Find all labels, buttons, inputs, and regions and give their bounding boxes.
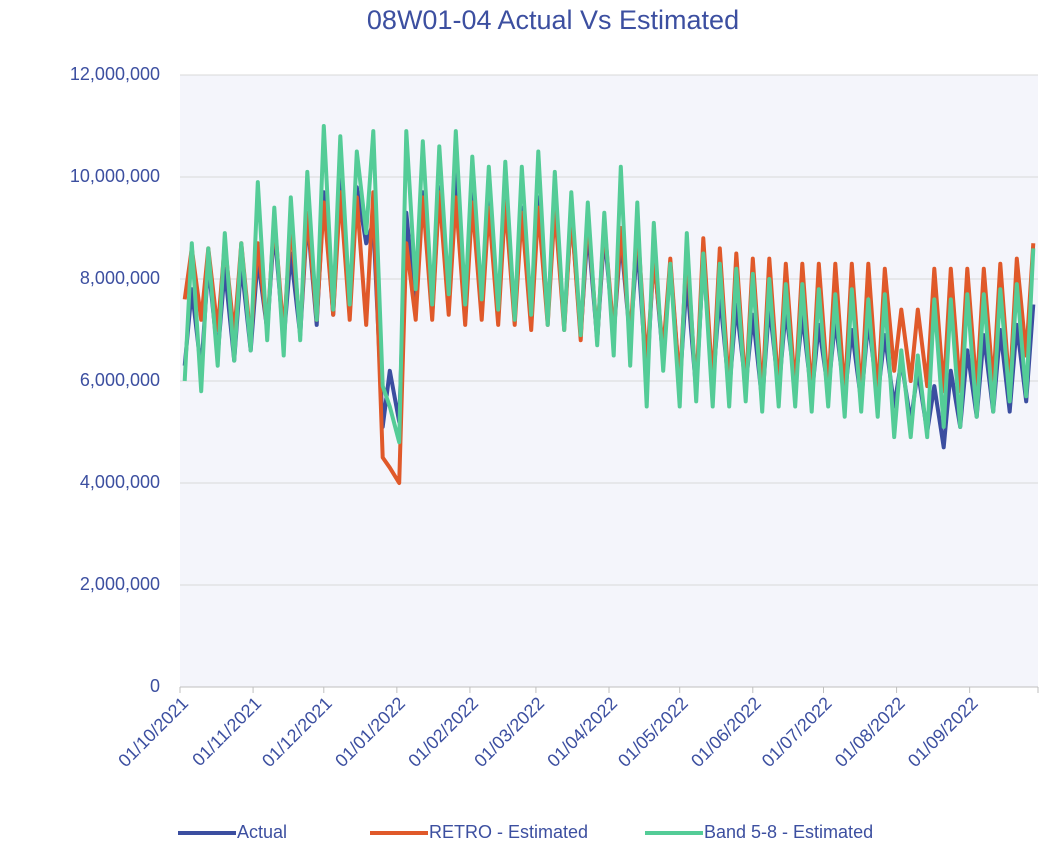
- data-line: [182, 124, 1036, 445]
- x-tick-label: 01/11/2021: [188, 693, 265, 770]
- y-tick-label: 8,000,000: [80, 268, 160, 288]
- x-tick-label: 01/08/2022: [831, 693, 909, 771]
- y-tick-label: 4,000,000: [80, 472, 160, 492]
- legend-label: RETRO - Estimated: [429, 822, 588, 842]
- x-tick-label: 01/02/2022: [404, 693, 482, 771]
- x-tick-label: 01/01/2022: [331, 693, 409, 771]
- chart-title: 08W01-04 Actual Vs Estimated: [367, 5, 739, 35]
- legend-label: Band 5-8 - Estimated: [704, 822, 873, 842]
- y-tick-label: 6,000,000: [80, 370, 160, 390]
- y-tick-label: 0: [150, 676, 160, 696]
- x-tick-label: 01/09/2022: [904, 693, 982, 771]
- x-tick-label: 01/12/2021: [258, 693, 336, 771]
- x-tick-label: 01/03/2022: [470, 693, 548, 771]
- x-tick-label: 01/10/2021: [114, 693, 192, 771]
- x-tick-label: 01/06/2022: [687, 693, 765, 771]
- x-tick-label: 01/04/2022: [543, 693, 621, 771]
- legend-label: Actual: [237, 822, 287, 842]
- x-tick-label: 01/07/2022: [758, 693, 836, 771]
- x-tick-label: 01/05/2022: [614, 693, 692, 771]
- y-tick-label: 2,000,000: [80, 574, 160, 594]
- y-tick-label: 10,000,000: [70, 166, 160, 186]
- y-tick-label: 12,000,000: [70, 64, 160, 84]
